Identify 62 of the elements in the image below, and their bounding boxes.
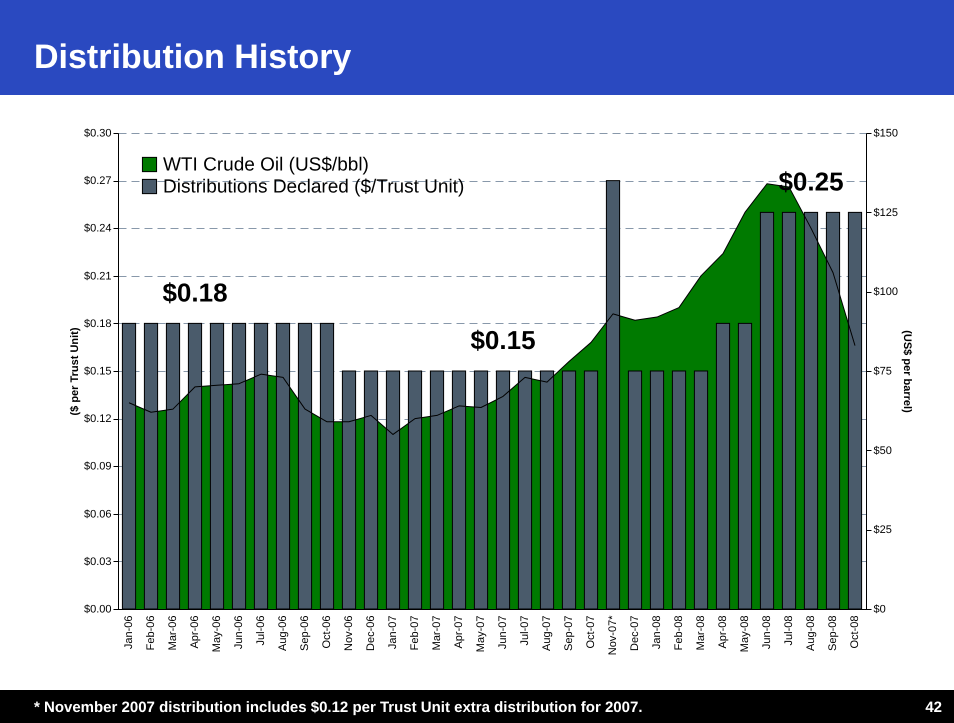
y-axis-title: ($ per Trust Unit) xyxy=(68,327,81,416)
legend-label: Distributions Declared ($/Trust Unit) xyxy=(163,176,464,198)
x-tick-label: Jan-08 xyxy=(651,616,663,650)
x-tick-label: Apr-08 xyxy=(717,616,729,649)
x-tick-label: Jan-07 xyxy=(387,616,399,650)
x-tick-label: Oct-07 xyxy=(585,616,597,649)
y-tick-label: $0.27 xyxy=(84,175,112,188)
x-tick-label: Sep-08 xyxy=(827,616,839,651)
x-tick-label: Mar-07 xyxy=(431,616,443,650)
y-tick-label: $0.21 xyxy=(84,270,112,282)
text: 42 xyxy=(925,699,942,716)
x-tick-label: Feb-07 xyxy=(409,616,421,650)
y-tick-label: $0.30 xyxy=(84,128,112,140)
x-tick-label: May-07 xyxy=(475,616,487,652)
y2-axis-title: (US$ per barrel) xyxy=(900,330,913,414)
x-tick-label: Jun-06 xyxy=(233,616,245,650)
x-tick-label: Apr-07 xyxy=(453,616,465,649)
x-tick-label: Jul-07 xyxy=(519,616,531,646)
y2-tick-label: $150 xyxy=(874,128,898,140)
y2-tick-label: $75 xyxy=(874,366,892,378)
x-tick-label: Nov-06 xyxy=(343,616,355,651)
chart-title: Distribution History xyxy=(34,38,352,76)
y-tick-label: $0.24 xyxy=(84,222,112,235)
y-tick-label: $0.06 xyxy=(84,508,112,520)
x-tick-label: Jun-08 xyxy=(761,616,773,650)
x-tick-label: Aug-06 xyxy=(277,616,289,651)
x-tick-label: Jan-06 xyxy=(123,616,135,650)
y2-tick-label: $125 xyxy=(874,206,898,219)
x-tick-label: Sep-07 xyxy=(563,616,575,651)
text: * November 2007 distribution includes $0.12 per Trust Unit extra distribution for 2007. xyxy=(34,699,642,716)
x-tick-label: Aug-08 xyxy=(805,616,817,651)
y2-tick-label: $0 xyxy=(874,604,886,616)
x-tick-label: Mar-08 xyxy=(695,616,707,650)
x-tick-label: Jul-08 xyxy=(783,616,795,646)
x-tick-label: Sep-06 xyxy=(299,616,311,651)
annotation: $0.25 xyxy=(778,166,844,196)
y-tick-label: $0.00 xyxy=(84,604,112,616)
x-tick-label: May-08 xyxy=(739,616,751,652)
y-tick-label: $0.09 xyxy=(84,460,112,473)
y-tick-label: $0.12 xyxy=(84,413,112,426)
x-tick-label: Jul-06 xyxy=(255,616,267,646)
legend-label: WTI Crude Oil (US$/bbl) xyxy=(163,154,369,176)
x-tick-label: Aug-07 xyxy=(541,616,553,651)
y-tick-label: $0.15 xyxy=(84,366,112,378)
y2-tick-label: $50 xyxy=(874,444,892,457)
x-tick-label: Dec-06 xyxy=(365,616,377,651)
x-tick-label: Oct-08 xyxy=(849,616,861,649)
x-tick-label: Feb-08 xyxy=(673,616,685,650)
y-tick-label: $0.18 xyxy=(84,318,112,330)
x-tick-label: May-06 xyxy=(211,616,223,652)
y-tick-label: $0.03 xyxy=(84,556,112,568)
y2-tick-label: $25 xyxy=(874,524,892,536)
x-tick-label: Nov-07* xyxy=(607,614,619,656)
x-tick-label: Feb-06 xyxy=(145,616,157,650)
x-tick-label: Oct-06 xyxy=(321,616,333,649)
annotation: $0.18 xyxy=(162,277,228,308)
x-tick-label: Apr-06 xyxy=(189,616,201,649)
y2-tick-label: $100 xyxy=(874,286,898,298)
x-tick-label: Mar-06 xyxy=(167,616,179,650)
x-tick-label: Dec-07 xyxy=(629,616,641,651)
x-tick-label: Jun-07 xyxy=(497,616,509,650)
annotation: $0.15 xyxy=(470,325,536,355)
